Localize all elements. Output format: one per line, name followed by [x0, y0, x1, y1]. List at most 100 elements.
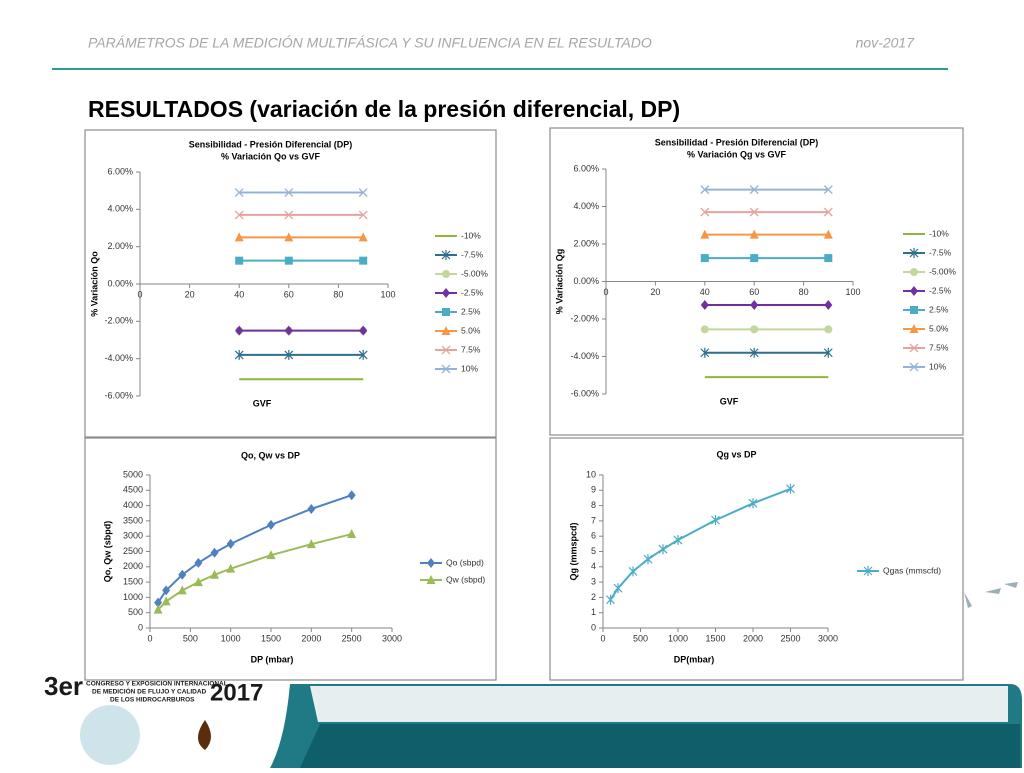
x-tick-label: 80: [799, 287, 809, 297]
marker: [673, 535, 683, 546]
legend-label: -2.5%: [461, 287, 484, 297]
y-tick-label: 2500: [123, 546, 143, 556]
marker: [824, 299, 833, 310]
marker: [347, 529, 357, 539]
y-tick-label: -4.00%: [104, 353, 133, 363]
marker: [613, 583, 623, 594]
x-tick-label: 500: [183, 633, 198, 643]
marker: [909, 248, 919, 258]
legend-label: 2.5%: [929, 304, 949, 314]
chart-title: Qo, Qw vs DP: [241, 450, 300, 460]
marker: [441, 364, 451, 374]
slide-title: RESULTADOS (variación de la presión dife…: [88, 96, 680, 122]
marker: [910, 306, 918, 314]
marker: [442, 270, 450, 278]
legend-label: 10%: [461, 363, 478, 373]
x-tick-label: 1500: [261, 633, 281, 643]
y-tick-label: 4000: [123, 500, 143, 510]
x-tick-label: 60: [749, 287, 759, 297]
x-tick-label: 80: [333, 289, 343, 299]
chart-subtitle: % Variación Qg vs GVF: [687, 149, 787, 159]
y-tick-label: 1: [591, 607, 596, 617]
marker: [700, 325, 709, 334]
marker: [178, 569, 187, 580]
x-tick-label: 3000: [818, 633, 838, 643]
marker: [606, 594, 615, 605]
y-tick-label: 500: [128, 607, 143, 617]
logo-drop: [198, 720, 211, 750]
y-tick-label: -6.00%: [104, 390, 133, 400]
chart-title: Sensibilidad - Presión Diferencial (DP): [655, 137, 819, 147]
marker: [700, 254, 709, 263]
marker: [193, 577, 203, 587]
marker: [786, 483, 795, 494]
decoration: [964, 582, 1018, 608]
marker: [863, 566, 873, 576]
x-tick-label: 2000: [301, 633, 321, 643]
marker: [284, 188, 294, 197]
x-tick-label: 2500: [342, 633, 362, 643]
x-tick-label: 2500: [780, 633, 800, 643]
marker: [162, 585, 171, 596]
y-tick-label: 0: [138, 622, 143, 632]
y-tick-label: 1000: [123, 592, 143, 602]
marker: [441, 345, 451, 355]
marker: [909, 362, 919, 372]
marker: [284, 325, 293, 336]
marker: [750, 325, 759, 334]
x-tick-label: 1000: [221, 633, 241, 643]
legend-label: -5.00%: [929, 266, 956, 276]
legend-label: -5.00%: [461, 268, 488, 278]
marker: [284, 232, 294, 242]
x-tick-label: 0: [137, 289, 142, 299]
marker: [442, 308, 450, 316]
marker: [823, 229, 833, 239]
marker: [284, 210, 294, 220]
marker: [711, 515, 720, 526]
marker: [823, 207, 833, 217]
marker: [194, 557, 203, 568]
y-tick-label: -4.00%: [570, 351, 599, 361]
marker: [234, 349, 244, 360]
marker: [284, 349, 294, 360]
marker: [226, 563, 236, 573]
y-tick-label: 8: [591, 500, 596, 510]
marker: [910, 286, 918, 296]
logo-year: 2017: [210, 679, 263, 706]
y-axis-label: % Variación Qg: [554, 249, 564, 315]
marker: [700, 185, 710, 195]
chart-title: Sensibilidad - Presión Diferencial (DP): [189, 139, 353, 149]
x-axis-label: DP (mbar): [251, 654, 294, 664]
legend-label: -2.5%: [929, 285, 952, 295]
marker: [307, 503, 316, 514]
y-tick-label: 2.00%: [107, 241, 133, 251]
x-axis-label: GVF: [720, 396, 739, 406]
x-tick-label: 0: [600, 633, 605, 643]
chart: Qo, Qw vs DP 0 500 1000 1500 2000 2500 3000 3500…: [84, 437, 497, 681]
legend-label: -7.5%: [929, 247, 952, 257]
marker: [226, 538, 235, 549]
x-tick-label: 40: [234, 289, 244, 299]
marker: [700, 229, 710, 239]
marker: [749, 207, 759, 217]
x-tick-label: 60: [284, 289, 294, 299]
marker: [700, 299, 709, 310]
y-tick-label: 2.00%: [573, 238, 599, 248]
y-axis-label: Qo, Qw (sbpd): [102, 521, 112, 583]
marker: [749, 347, 759, 358]
date: nov-2017: [856, 35, 916, 51]
y-tick-label: 0: [591, 622, 596, 632]
logo-text: DE MEDICIÓN DE FLUJO Y CALIDAD: [92, 687, 207, 696]
marker: [749, 229, 759, 239]
marker: [359, 325, 368, 336]
logo-edition: 3er: [44, 671, 83, 701]
x-tick-label: 100: [845, 287, 860, 297]
marker: [358, 210, 368, 220]
footer-band-light: [310, 686, 1008, 722]
marker: [427, 558, 435, 568]
y-tick-label: 10: [586, 469, 596, 479]
x-tick-label: 0: [147, 633, 152, 643]
x-tick-label: 100: [380, 289, 395, 299]
legend-label: 5.0%: [929, 323, 949, 333]
